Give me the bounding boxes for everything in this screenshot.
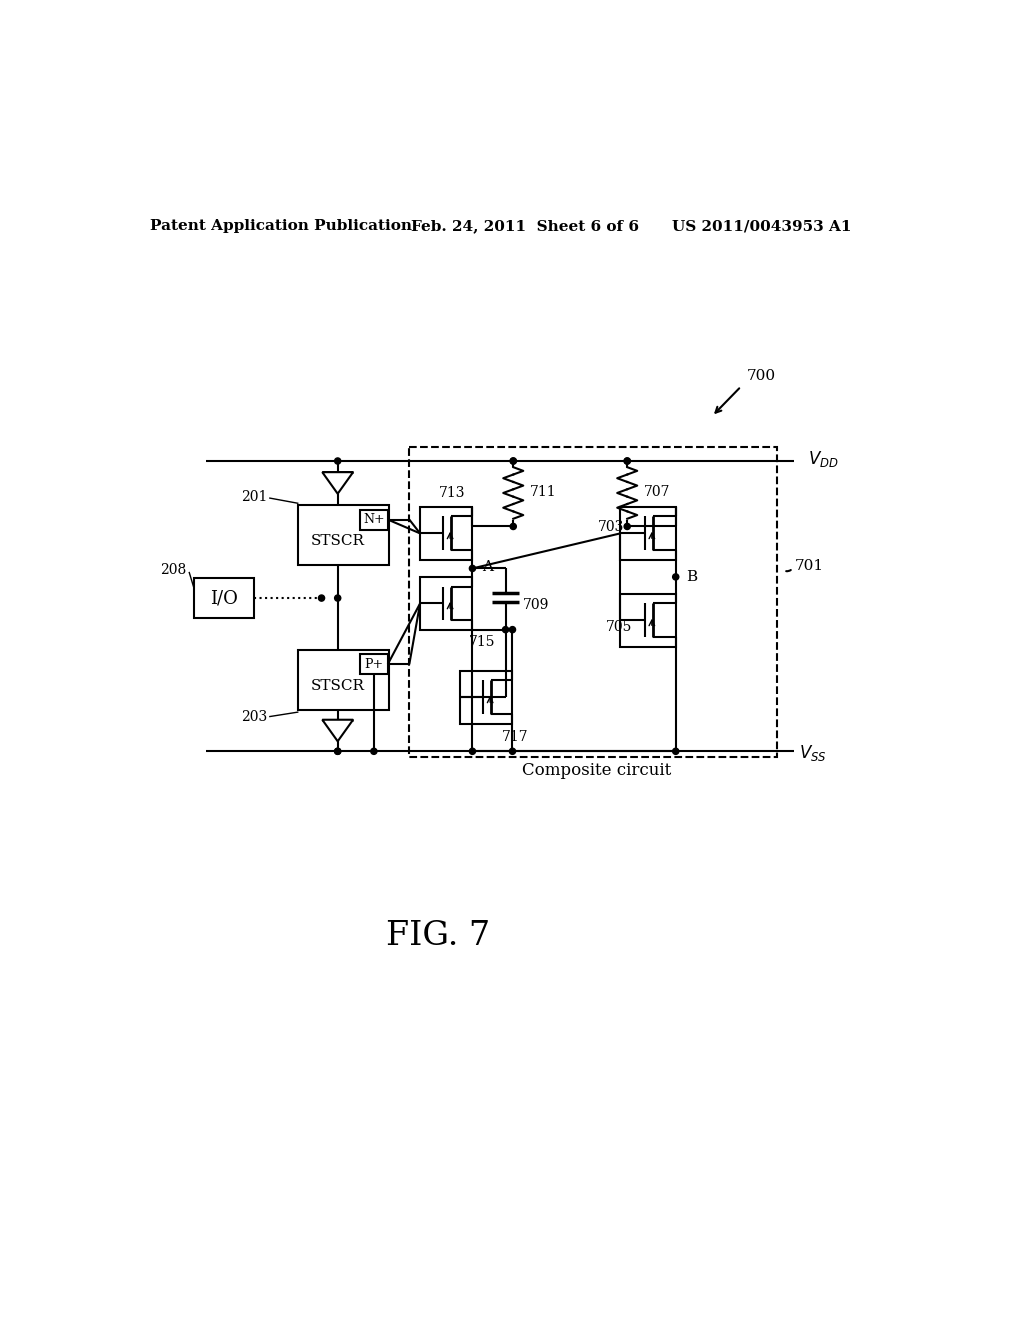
Text: Feb. 24, 2011  Sheet 6 of 6: Feb. 24, 2011 Sheet 6 of 6	[411, 219, 639, 234]
Bar	[460, 671, 512, 723]
Text: 705: 705	[605, 619, 632, 634]
Text: 208: 208	[160, 564, 186, 577]
Text: 703: 703	[598, 520, 625, 535]
Circle shape	[509, 748, 515, 755]
Polygon shape	[323, 473, 353, 494]
Text: STSCR: STSCR	[310, 535, 365, 548]
Text: 701: 701	[795, 560, 823, 573]
Bar	[621, 507, 676, 560]
Text: Composite circuit: Composite circuit	[522, 762, 671, 779]
Text: 715: 715	[469, 635, 496, 649]
Circle shape	[335, 595, 341, 601]
Text: 711: 711	[530, 484, 557, 499]
Circle shape	[503, 627, 509, 632]
Bar	[360, 510, 388, 529]
Circle shape	[625, 523, 631, 529]
Bar	[298, 506, 389, 565]
Text: 713: 713	[438, 486, 465, 500]
Text: Patent Application Publication: Patent Application Publication	[150, 219, 412, 234]
Circle shape	[469, 748, 475, 755]
Text: $V_{SS}$: $V_{SS}$	[799, 743, 826, 763]
Circle shape	[510, 458, 516, 465]
Bar	[420, 577, 472, 630]
Bar	[420, 507, 472, 560]
Circle shape	[335, 458, 341, 465]
Text: P+: P+	[365, 657, 383, 671]
Text: 203: 203	[242, 710, 267, 725]
Text: 201: 201	[242, 490, 267, 504]
Bar	[360, 655, 388, 675]
Circle shape	[509, 627, 515, 632]
Circle shape	[625, 458, 631, 465]
Circle shape	[469, 565, 475, 572]
Circle shape	[335, 748, 341, 755]
Text: US 2011/0043953 A1: US 2011/0043953 A1	[672, 219, 852, 234]
Circle shape	[335, 748, 341, 755]
Circle shape	[673, 748, 679, 755]
Bar	[410, 447, 777, 758]
Text: $V_{DD}$: $V_{DD}$	[808, 450, 839, 470]
Text: 700: 700	[746, 368, 776, 383]
Bar	[298, 649, 389, 710]
Text: FIG. 7: FIG. 7	[386, 920, 490, 952]
Text: STSCR: STSCR	[310, 678, 365, 693]
Circle shape	[510, 458, 516, 465]
Circle shape	[625, 458, 631, 465]
Circle shape	[371, 748, 377, 755]
Bar	[621, 594, 676, 647]
Text: 709: 709	[522, 598, 549, 612]
Text: N+: N+	[364, 513, 385, 527]
Bar	[194, 578, 254, 618]
Text: A: A	[481, 560, 493, 574]
Text: I/O: I/O	[210, 589, 238, 607]
Polygon shape	[323, 719, 353, 742]
Circle shape	[510, 523, 516, 529]
Text: 717: 717	[502, 730, 528, 744]
Circle shape	[318, 595, 325, 601]
Text: 707: 707	[644, 484, 671, 499]
Circle shape	[673, 574, 679, 579]
Text: B: B	[686, 570, 697, 583]
